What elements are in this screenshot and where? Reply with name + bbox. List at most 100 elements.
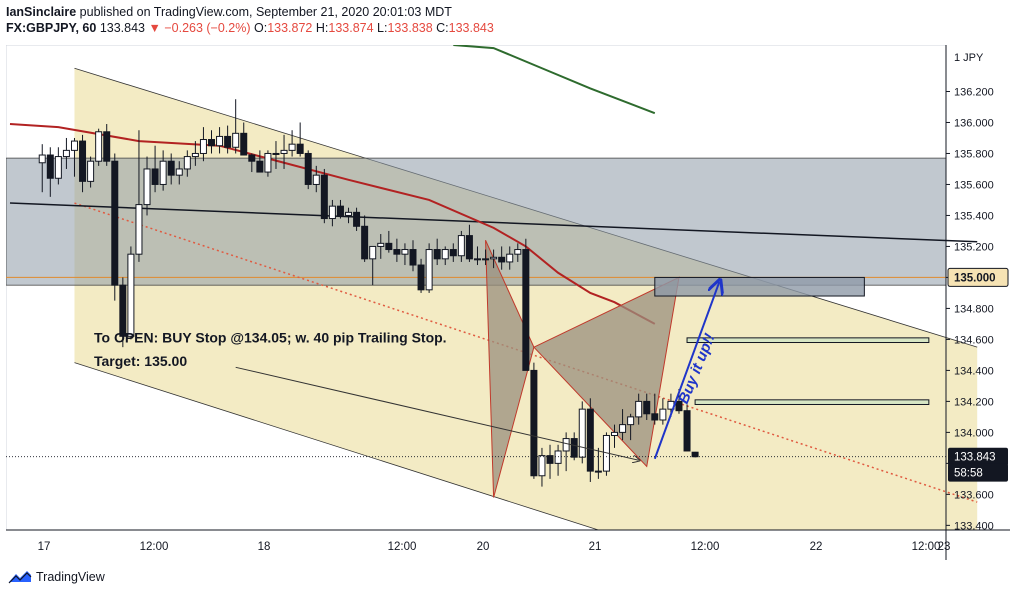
candle-body: [635, 400, 643, 418]
price-axis-unit: 1 JPY: [954, 52, 984, 64]
price-tick-label: 134.600: [954, 334, 994, 346]
candle-body: [465, 235, 473, 260]
candle-body: [288, 143, 296, 151]
price-tag-label: 133.843: [954, 452, 996, 464]
candle-body: [643, 400, 651, 415]
time-tick-label: 12:00: [912, 541, 941, 553]
candle: [111, 153, 119, 301]
price-chart[interactable]: To OPEN: BUY Stop @134.05; w. 40 pip Tra…: [6, 45, 1011, 560]
candle: [627, 413, 635, 441]
candle: [433, 238, 441, 266]
candle-body: [538, 455, 546, 477]
candle: [522, 238, 530, 371]
candle: [208, 130, 215, 154]
candle: [38, 144, 46, 193]
candle: [296, 122, 304, 157]
candle: [651, 393, 659, 425]
candle-body: [135, 204, 143, 255]
candle: [385, 230, 393, 253]
candle: [530, 362, 538, 479]
candle: [619, 409, 627, 441]
price-tick-label: 136.000: [954, 117, 994, 129]
high-value: 133.874: [328, 21, 374, 35]
candle-body: [183, 156, 191, 170]
candle-body: [659, 408, 667, 421]
candle: [498, 246, 506, 270]
candle-body: [691, 451, 699, 458]
candle: [369, 245, 377, 286]
candle-body: [546, 455, 554, 464]
price-tick-label: 133.600: [954, 489, 994, 501]
candle-body: [441, 249, 449, 260]
candle-body: [119, 284, 127, 337]
price-tick-label: 134.000: [954, 427, 994, 439]
candle-body: [328, 205, 336, 220]
author-name[interactable]: IanSinclaire: [6, 5, 77, 19]
candle-body: [38, 154, 46, 164]
candle: [127, 246, 135, 340]
candle: [199, 127, 207, 162]
candle-body: [377, 242, 385, 247]
buy-arrow: [653, 282, 719, 460]
candle-body: [240, 132, 248, 156]
candle-body: [95, 131, 103, 162]
candle: [79, 134, 87, 193]
candle-body: [490, 256, 498, 260]
price-tick-label: 135.800: [954, 148, 994, 160]
candle-body: [425, 249, 433, 291]
candle-body: [506, 253, 514, 263]
price-tag-label: 135.000: [954, 272, 996, 284]
candle: [46, 147, 54, 197]
candle: [514, 243, 522, 262]
publish-line: IanSinclaire published on TradingView.co…: [6, 4, 1006, 20]
time-tick-label: 12:00: [140, 541, 169, 553]
price-tick-label: 134.800: [954, 303, 994, 315]
candle: [425, 243, 433, 293]
level-box-1: [694, 399, 930, 405]
candle-body: [369, 245, 377, 260]
candle-body: [578, 408, 586, 458]
plot-area: To OPEN: BUY Stop @134.05; w. 40 pip Tra…: [6, 45, 978, 531]
candle-body: [216, 135, 224, 147]
close-value: 133.843: [448, 21, 494, 35]
candle: [87, 156, 95, 188]
symbol-name: FX:GBPJPY, 60: [6, 21, 97, 35]
candle-body: [248, 154, 256, 162]
candle: [216, 127, 224, 154]
candle: [659, 398, 667, 425]
candle: [594, 447, 602, 479]
candle-body: [280, 149, 288, 154]
candle-body: [62, 149, 70, 158]
candle-body: [103, 131, 111, 162]
candle: [546, 444, 554, 479]
candle: [490, 249, 498, 269]
price-tag-countdown: [948, 463, 1008, 482]
time-tick-label: 17: [38, 541, 51, 553]
candle-body: [393, 249, 401, 255]
candle: [328, 199, 336, 227]
candle-body: [272, 152, 280, 155]
candle-body: [675, 400, 683, 412]
last-price: 133.843: [99, 21, 145, 35]
candle-body: [296, 143, 304, 154]
candle: [256, 150, 264, 173]
candle: [643, 393, 651, 420]
candle: [151, 145, 159, 193]
footer-brand[interactable]: TradingView: [8, 570, 105, 584]
candle: [683, 404, 691, 452]
candle-body: [683, 410, 691, 452]
candle: [191, 141, 199, 166]
candle: [578, 401, 586, 464]
pattern-triangle-left: [485, 240, 535, 498]
open-value: 133.872: [267, 21, 313, 35]
candle-body: [562, 438, 570, 452]
price-change: −0.263 (−0.2%): [164, 21, 251, 35]
candle-body: [530, 369, 538, 477]
annotation-open-text: To OPEN: BUY Stop @134.05; w. 40 pip Tra…: [94, 330, 447, 346]
target-box: [654, 276, 865, 297]
candle: [361, 215, 369, 262]
candle: [288, 130, 296, 157]
candle-body: [586, 408, 594, 472]
time-tick-label: 23: [938, 541, 951, 553]
candle-body: [304, 152, 312, 185]
